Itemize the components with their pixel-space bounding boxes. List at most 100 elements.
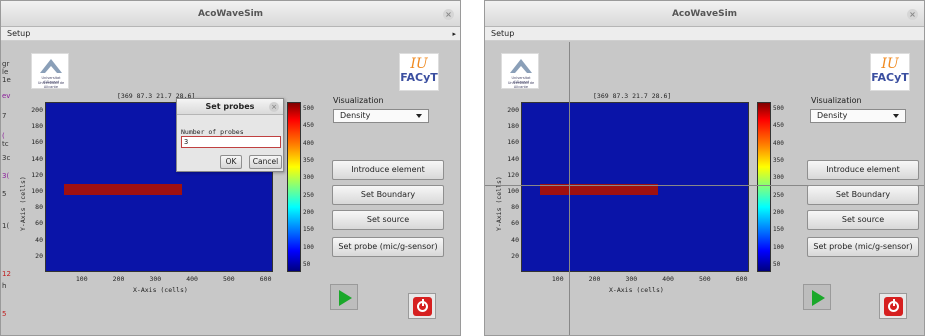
right-x-tick-label: 300 — [625, 275, 638, 283]
left-menu-arrow-icon: ▸ — [452, 30, 456, 38]
right-colorbar-tick-label: 200 — [773, 209, 784, 216]
right-play-button[interactable] — [803, 284, 831, 310]
left-colorbar-tick-label: 450 — [303, 122, 314, 130]
right-stop-button[interactable] — [879, 293, 907, 319]
strip-text-5: ( — [2, 132, 5, 140]
right-set-source-button[interactable]: Set source — [807, 210, 919, 230]
strip-text-10: 1( — [2, 222, 10, 230]
left-university-logo: Universitat d'Alacant Universidad de Ali… — [31, 53, 69, 89]
crosshair-horizontal-line — [485, 185, 924, 186]
right-visualization-label: Visualization — [811, 96, 862, 105]
right-play-icon — [812, 290, 825, 306]
left-colorbar-tick-label: 350 — [303, 157, 314, 164]
left-play-button[interactable] — [330, 284, 358, 310]
right-x-tick-label: 100 — [551, 275, 564, 283]
left-y-tick-label: 100 — [31, 187, 43, 196]
right-menubar: Setup — [485, 27, 924, 41]
right-logo-text-1: Universitat d'Alacant — [511, 76, 531, 84]
right-colorbar-tick-label: 400 — [773, 139, 784, 147]
left-introduce-element-button[interactable]: Introduce element — [332, 160, 444, 180]
left-colorbar-tick-label: 400 — [303, 139, 314, 147]
left-y-tick-label: 180 — [31, 122, 43, 131]
dialog-cancel-button[interactable]: Cancel — [249, 155, 282, 169]
left-logo-text-1: Universitat d'Alacant — [41, 76, 61, 84]
dialog-ok-button[interactable]: OK — [220, 155, 242, 169]
right-x-ticks: 100 200 300 400 500 600 — [521, 275, 749, 285]
left-stop-button[interactable] — [408, 293, 436, 319]
strip-text-13: 5 — [2, 310, 7, 318]
left-y-tick-label: 80 — [35, 203, 43, 212]
right-chevron-down-icon — [893, 114, 899, 118]
left-colorbar-ticks: 500 450 400 350 300 250 200 150 100 50 — [303, 102, 323, 272]
left-x-tick-label: 600 — [259, 275, 272, 283]
left-colorbar-tick-label: 50 — [303, 261, 311, 268]
right-introduce-element-button[interactable]: Introduce element — [807, 160, 919, 180]
left-x-tick-label: 500 — [222, 275, 235, 283]
left-x-tick-label: 400 — [186, 275, 198, 283]
left-x-tick-label: 300 — [149, 275, 162, 283]
right-visualization-select[interactable]: Density — [810, 109, 906, 123]
dialog-field-label: Number of probes — [181, 128, 244, 136]
right-colorbar-ticks: 500 450 400 350 300 250 200 150 100 50 — [773, 102, 793, 272]
right-colorbar-tick-label: 350 — [773, 157, 784, 164]
left-y-tick-label: 120 — [31, 170, 43, 179]
left-logo-iu-text: IU — [410, 56, 428, 72]
left-x-ticks: 100 200 300 400 500 600 — [45, 275, 273, 285]
right-menu-setup[interactable]: Setup — [491, 29, 515, 38]
left-y-tick-label: 60 — [35, 219, 43, 228]
left-colorbar-tick-label: 200 — [303, 209, 314, 216]
strip-text-3: ev — [2, 92, 11, 100]
left-menubar: Setup ▸ — [1, 27, 460, 41]
left-set-source-button[interactable]: Set source — [332, 210, 444, 230]
right-y-tick-label: 160 — [507, 138, 519, 147]
right-y-ticks: 200 180 160 140 120 100 80 60 40 20 — [499, 102, 519, 272]
right-x-axis-label: X-Axis (cells) — [609, 286, 664, 294]
left-set-boundary-button[interactable]: Set Boundary — [332, 185, 444, 205]
right-set-boundary-button[interactable]: Set Boundary — [807, 185, 919, 205]
right-y-tick-label: 80 — [511, 203, 519, 212]
left-logo-text-2: Universidad de Alicante — [37, 81, 65, 89]
left-colorbar-tick-label: 250 — [303, 191, 314, 199]
left-window-title: AcoWaveSim — [197, 9, 264, 19]
left-colorbar-tick-label: 150 — [303, 226, 314, 234]
right-logo-facyt-text: FACyT — [871, 71, 909, 84]
left-x-tick-label: 100 — [75, 275, 88, 283]
right-logo-text-2: Universidad de Alicante — [507, 81, 535, 89]
dialog-close-icon[interactable]: × — [269, 102, 279, 112]
left-menu-setup[interactable]: Setup — [7, 29, 31, 38]
strip-text-0: gr — [2, 60, 10, 68]
right-x-tick-label: 400 — [662, 275, 674, 283]
right-close-icon[interactable]: × — [907, 9, 918, 20]
right-y-tick-label: 180 — [507, 122, 519, 131]
left-visualization-select[interactable]: Density — [333, 109, 429, 123]
right-y-tick-label: 100 — [507, 187, 519, 196]
set-probes-dialog: Set probes × Number of probes 3 OK Cance… — [176, 98, 284, 172]
left-select-value: Density — [340, 111, 371, 120]
left-y-ticks: 200 180 160 140 120 100 80 60 40 20 — [23, 102, 43, 272]
left-x-axis-label: X-Axis (cells) — [133, 286, 188, 294]
left-y-tick-label: 160 — [31, 138, 43, 147]
right-plot-area[interactable] — [521, 102, 749, 272]
left-y-tick-label: 200 — [31, 106, 43, 115]
right-titlebar: AcoWaveSim × — [485, 1, 924, 27]
strip-text-1: le — [2, 68, 9, 76]
strip-text-2: 1e — [2, 76, 11, 84]
right-select-value: Density — [817, 111, 848, 120]
left-colorbar-tick-label: 500 — [303, 105, 314, 112]
right-colorbar-tick-label: 300 — [773, 174, 784, 182]
left-close-icon[interactable]: × — [443, 9, 454, 20]
right-element-bar — [540, 183, 659, 196]
strip-text-9: 5 — [2, 190, 7, 198]
right-colorbar-tick-label: 50 — [773, 261, 781, 268]
right-colorbar-tick-label: 150 — [773, 226, 784, 234]
left-iu-facyt-logo: IU FACyT — [399, 53, 439, 91]
left-colorbar-tick-label: 300 — [303, 174, 314, 182]
number-of-probes-input[interactable]: 3 — [181, 136, 281, 148]
right-set-probe-button[interactable]: Set probe (mic/g-sensor) — [807, 237, 919, 257]
left-coords-readout: [369 87.3 21.7 28.6] — [117, 92, 196, 100]
left-chevron-down-icon — [416, 114, 422, 118]
right-colorbar-tick-label: 450 — [773, 122, 784, 130]
left-y-tick-label: 40 — [35, 235, 43, 244]
left-set-probe-button[interactable]: Set probe (mic/g-sensor) — [332, 237, 444, 257]
right-colorbar-tick-label: 100 — [773, 243, 784, 251]
